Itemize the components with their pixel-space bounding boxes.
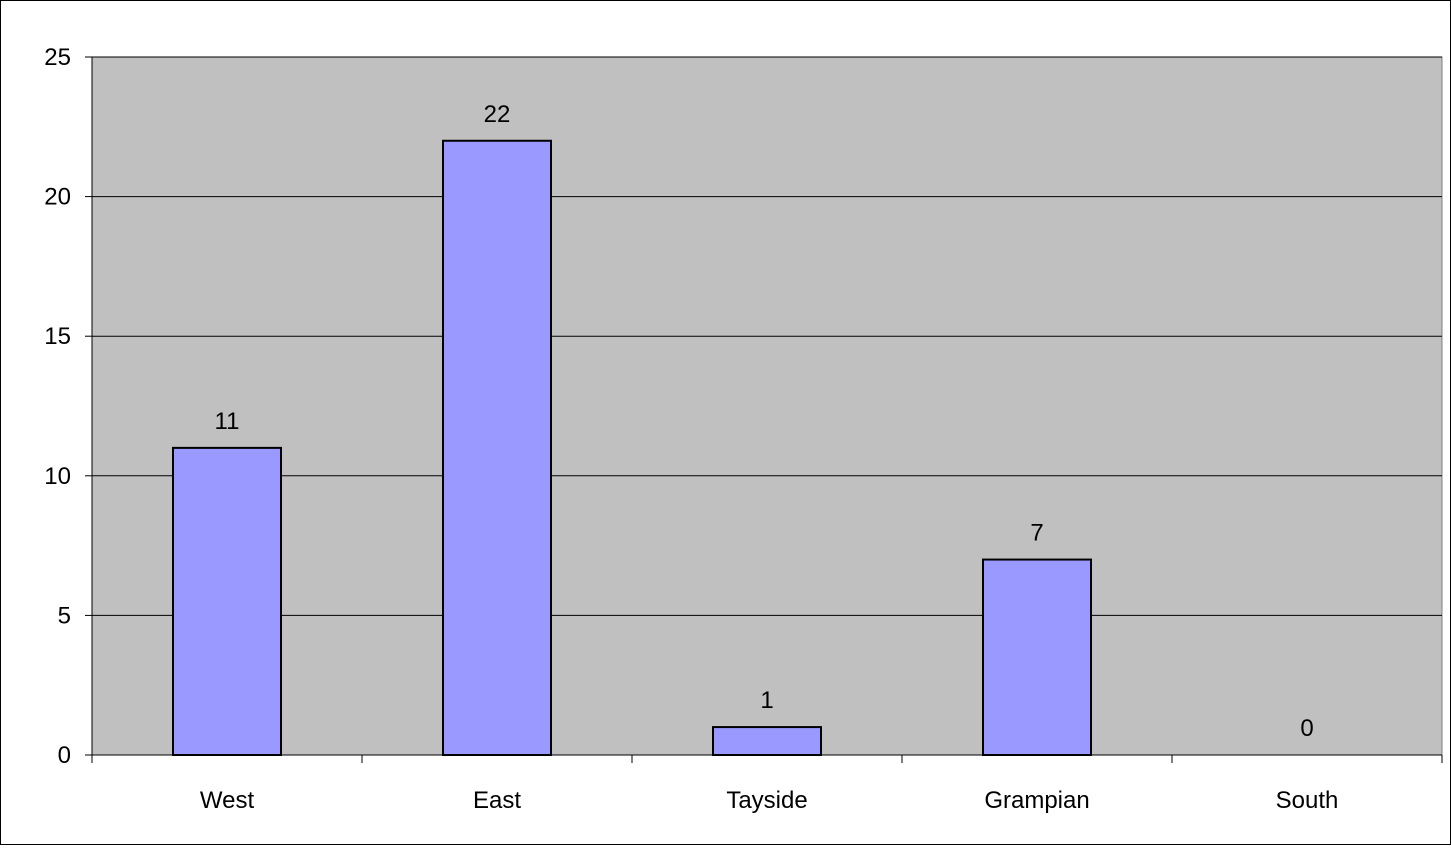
- data-label-grampian: 7: [1030, 520, 1043, 547]
- data-label-south: 0: [1300, 715, 1313, 742]
- y-tick-label: 10: [44, 463, 71, 490]
- y-tick-label: 25: [44, 44, 71, 71]
- category-label-grampian: Grampian: [984, 787, 1089, 814]
- data-label-tayside: 1: [760, 687, 773, 714]
- y-tick-label: 20: [44, 184, 71, 211]
- bar-east: [442, 139, 552, 756]
- bar-grampian: [982, 558, 1092, 756]
- plot-area: [91, 56, 1443, 756]
- data-label-east: 22: [484, 101, 511, 128]
- data-labels: 11 22 1 7 0: [215, 101, 1314, 742]
- bar-west: [172, 446, 282, 756]
- bar-tayside: [712, 726, 822, 757]
- x-axis: West East Tayside Grampian South: [91, 754, 1443, 814]
- bars: [172, 139, 1092, 757]
- y-tick-label: 0: [58, 742, 71, 769]
- y-axis: 0 5 10 15 20 25: [44, 44, 93, 769]
- category-label-tayside: Tayside: [726, 787, 807, 814]
- category-label-west: West: [200, 787, 255, 814]
- category-label-south: South: [1276, 787, 1339, 814]
- y-tick-label: 15: [44, 323, 71, 350]
- data-label-west: 11: [215, 408, 240, 435]
- gridlines: [92, 56, 1442, 616]
- y-tick-label: 5: [58, 602, 71, 629]
- category-label-east: East: [473, 787, 521, 814]
